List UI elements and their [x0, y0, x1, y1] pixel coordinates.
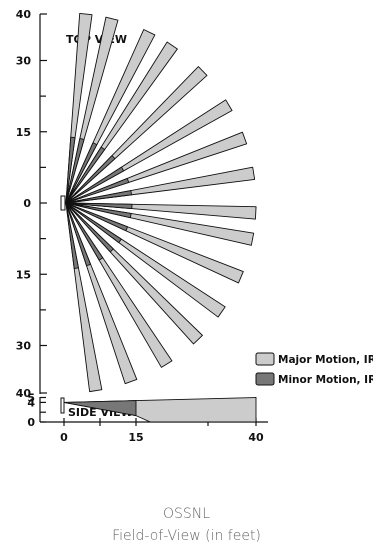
beam-10 — [65, 202, 255, 246]
beam-7 — [65, 131, 248, 204]
beam-6 — [65, 99, 233, 204]
legend: Major Motion, IR Minor Motion, IR — [255, 352, 373, 386]
side-view-coverage — [63, 397, 257, 423]
top-view-y-ticks: 40 30 15 0 15 30 40 — [16, 8, 47, 400]
beam-5 — [65, 66, 208, 204]
beam-minor-zone — [65, 190, 132, 204]
beam-8 — [65, 166, 256, 204]
beam-2 — [65, 16, 119, 204]
legend-label-minor: Minor Motion, IR — [278, 374, 373, 386]
beam-minor-zone — [65, 202, 114, 253]
top-y-tick-label: 15 — [16, 126, 31, 139]
caption-description: Field-of-View (in feet) — [112, 528, 261, 544]
beam-1 — [65, 12, 93, 204]
legend-swatch-major — [255, 352, 275, 366]
beam-minor-zone — [65, 166, 125, 204]
side-view: SIDE VIEW 540 0 15 40 — [27, 392, 268, 444]
caption-model: OSSNL — [162, 506, 211, 522]
legend-item-minor: Minor Motion, IR — [255, 372, 373, 386]
top-y-tick-label: 40 — [16, 8, 32, 21]
beam-4 — [65, 41, 178, 204]
side-x-tick-label: 40 — [248, 431, 264, 444]
top-y-tick-label: 15 — [16, 268, 31, 281]
beam-14 — [65, 202, 173, 368]
top-view-title: TOP VIEW — [66, 33, 127, 46]
beam-minor-zone — [65, 202, 129, 232]
beam-minor-zone — [65, 146, 106, 204]
top-y-tick-label: 0 — [23, 197, 31, 210]
beam-12 — [65, 202, 226, 318]
beam-minor-zone — [65, 142, 98, 204]
beam-minor-zone — [65, 202, 133, 210]
side-y-tick-label: 4 — [27, 396, 35, 409]
legend-swatch-minor — [255, 372, 275, 386]
beam-minor-zone — [65, 137, 85, 204]
side-y-tick-label: 5 — [27, 392, 35, 405]
beam-minor-zone — [65, 136, 76, 204]
beam-minor-zone — [65, 155, 116, 204]
beam-minor-zone — [65, 202, 104, 261]
beam-16 — [65, 202, 103, 393]
beam-9 — [65, 202, 257, 220]
side-x-tick-label: 15 — [128, 431, 143, 444]
beam-15 — [65, 202, 138, 385]
top-view-beams — [65, 12, 257, 393]
side-view-x-ticks: 0 15 40 — [60, 418, 264, 444]
legend-label-major: Major Motion, IR — [278, 354, 373, 366]
beam-minor-zone — [65, 202, 92, 267]
legend-item-major: Major Motion, IR — [255, 352, 373, 366]
side-sensor-icon — [60, 397, 65, 414]
top-y-tick-label: 30 — [16, 55, 32, 68]
beam-11 — [65, 202, 244, 284]
side-view-y-ticks: 54 0 — [27, 392, 46, 429]
beam-minor-zone — [65, 202, 79, 269]
side-minor-zone — [63, 400, 137, 417]
beam-minor-zone — [65, 177, 130, 204]
sensor-icon — [60, 195, 66, 211]
side-x-tick-label: 0 — [60, 431, 68, 444]
beam-3 — [65, 29, 156, 204]
top-y-tick-label: 30 — [16, 340, 32, 353]
side-y-tick-label: 0 — [27, 416, 35, 429]
top-y-tick-label: 40 — [16, 387, 32, 400]
beam-minor-zone — [65, 202, 122, 244]
beam-minor-zone — [65, 202, 132, 219]
beam-13 — [65, 202, 203, 345]
top-view: 40 30 15 0 15 30 40 TOP VIEW — [16, 8, 257, 400]
